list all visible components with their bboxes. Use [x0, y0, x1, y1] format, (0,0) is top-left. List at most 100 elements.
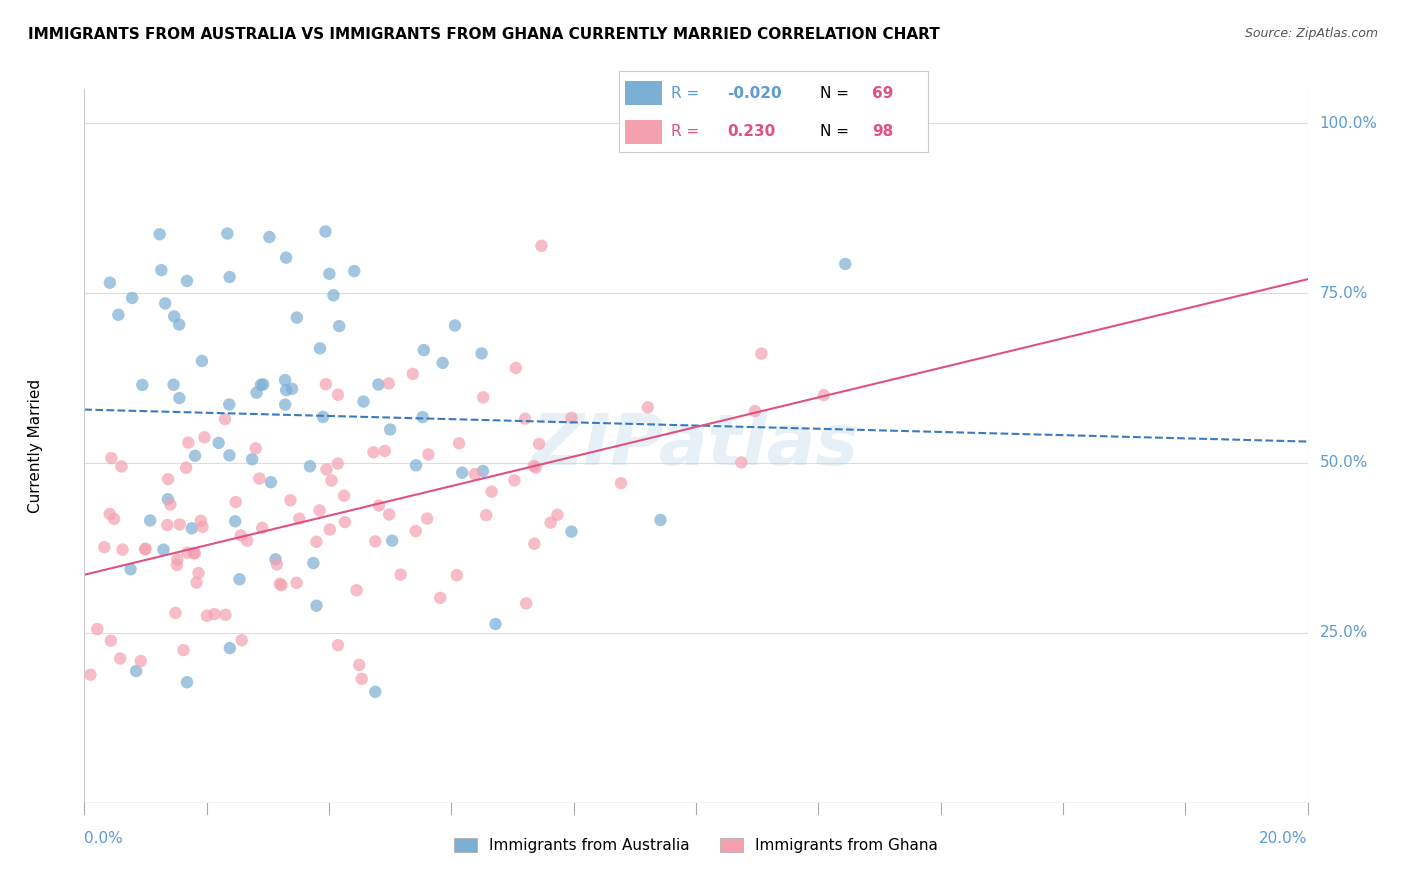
Point: [280, 493, 302, 508]
Point: [218, 449, 240, 463]
Point: [184, 449, 207, 463]
Point: [343, 264, 366, 278]
Point: [446, 568, 468, 582]
Point: [523, 458, 546, 473]
Point: [481, 484, 503, 499]
Text: 69: 69: [872, 86, 894, 101]
Point: [150, 263, 173, 277]
Point: [228, 572, 250, 586]
Text: R =: R =: [671, 86, 704, 101]
Point: [218, 397, 240, 411]
Text: Source: ZipAtlas.com: Source: ZipAtlas.com: [1244, 27, 1378, 40]
Point: [333, 489, 356, 503]
Legend: Immigrants from Australia, Immigrants from Ghana: Immigrants from Australia, Immigrants fr…: [447, 832, 945, 859]
Point: [176, 274, 198, 288]
Point: [637, 401, 659, 415]
Point: [193, 430, 215, 444]
Point: [560, 524, 582, 539]
Point: [129, 654, 152, 668]
Point: [328, 319, 350, 334]
Point: [166, 558, 188, 572]
Text: R =: R =: [671, 124, 704, 139]
Point: [100, 451, 122, 466]
Point: [260, 475, 283, 490]
Point: [245, 385, 267, 400]
Point: [412, 410, 434, 425]
Point: [217, 227, 239, 241]
Point: [229, 528, 252, 542]
Point: [378, 508, 401, 522]
Point: [125, 664, 148, 678]
Point: [350, 672, 373, 686]
Point: [305, 534, 328, 549]
Point: [134, 542, 156, 557]
Text: 25.0%: 25.0%: [1320, 625, 1368, 640]
Point: [139, 514, 162, 528]
Point: [333, 515, 356, 529]
Point: [560, 410, 582, 425]
Point: [250, 377, 273, 392]
Point: [315, 462, 337, 476]
Point: [183, 546, 205, 560]
Point: [269, 576, 291, 591]
Point: [650, 513, 672, 527]
Point: [174, 460, 197, 475]
Point: [214, 607, 236, 622]
Point: [250, 521, 273, 535]
Point: [364, 534, 387, 549]
Point: [190, 514, 212, 528]
Point: [314, 225, 336, 239]
Point: [156, 492, 179, 507]
Point: [252, 377, 274, 392]
Point: [187, 566, 209, 580]
Point: [180, 521, 202, 535]
Point: [834, 257, 856, 271]
Point: [377, 376, 399, 391]
Point: [405, 524, 427, 538]
Point: [173, 643, 195, 657]
Point: [389, 567, 412, 582]
Point: [318, 267, 340, 281]
Point: [429, 591, 451, 605]
Point: [167, 318, 190, 332]
Point: [162, 377, 184, 392]
Text: 0.0%: 0.0%: [84, 831, 124, 847]
Text: ZIPatlas: ZIPatlas: [533, 411, 859, 481]
Point: [191, 354, 214, 368]
Point: [204, 607, 226, 621]
Point: [288, 511, 311, 525]
Point: [475, 508, 498, 523]
Text: 75.0%: 75.0%: [1320, 285, 1368, 301]
Text: 20.0%: 20.0%: [1260, 831, 1308, 847]
Point: [274, 398, 297, 412]
Point: [218, 270, 240, 285]
Point: [378, 422, 401, 436]
Point: [86, 622, 108, 636]
Point: [152, 542, 174, 557]
Point: [107, 308, 129, 322]
Point: [274, 373, 297, 387]
Point: [368, 499, 391, 513]
Point: [513, 411, 536, 425]
Point: [484, 617, 506, 632]
Point: [100, 633, 122, 648]
Point: [308, 503, 330, 517]
Point: [505, 360, 527, 375]
Point: [322, 288, 344, 302]
Point: [730, 455, 752, 469]
Point: [381, 533, 404, 548]
Text: 100.0%: 100.0%: [1320, 116, 1378, 131]
Point: [530, 239, 553, 253]
FancyBboxPatch shape: [624, 120, 662, 144]
Point: [156, 518, 179, 533]
Point: [364, 685, 387, 699]
Point: [236, 533, 259, 548]
Point: [326, 388, 349, 402]
Point: [546, 508, 568, 522]
Point: [363, 445, 385, 459]
Point: [111, 542, 134, 557]
Point: [131, 377, 153, 392]
Point: [176, 546, 198, 560]
Point: [346, 583, 368, 598]
Point: [135, 541, 157, 556]
